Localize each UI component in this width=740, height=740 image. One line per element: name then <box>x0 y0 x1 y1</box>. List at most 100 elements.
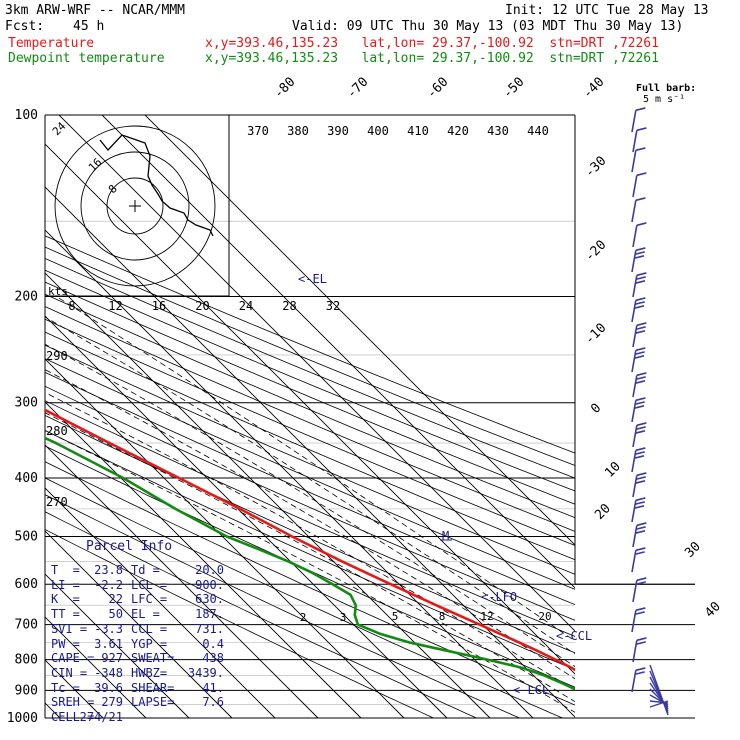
barb-flag <box>635 497 646 502</box>
barb-flag <box>635 607 646 612</box>
dry-adiabat <box>45 246 575 466</box>
barb-flag <box>635 276 646 281</box>
potential-temperature-label: 270 <box>46 495 68 509</box>
barb-flag <box>636 222 647 227</box>
forecast-label: Fcst: <box>5 19 45 34</box>
theta-label: 430 <box>487 124 509 138</box>
dry-adiabat <box>45 269 575 492</box>
dry-adiabat <box>45 385 575 621</box>
mixing-ratio-label: 3 <box>340 611 347 624</box>
barb-staff <box>631 110 637 133</box>
barb-flag <box>636 637 647 642</box>
barb-flag <box>635 397 646 402</box>
isotherm-label: -80 <box>271 75 298 102</box>
isotherm <box>45 487 276 719</box>
wind-barb <box>632 222 647 248</box>
wind-barb <box>631 447 646 473</box>
isotherm-label: -40 <box>580 75 607 102</box>
barb-flag <box>634 455 645 459</box>
pressure-label-300: 300 <box>15 396 38 411</box>
mixing-ratio-label: 2 <box>300 611 307 624</box>
parcel-info-cell: 187. <box>195 607 224 622</box>
isotherm-label: -30 <box>582 154 609 181</box>
speed-axis-label: 16 <box>152 299 166 313</box>
barb-flag <box>634 501 645 506</box>
dry-adiabat <box>45 293 575 519</box>
wind-barb <box>632 322 647 348</box>
barb-flag <box>634 355 645 359</box>
parcel-info-cell: 731. <box>195 621 224 636</box>
wind-barb <box>632 172 647 198</box>
hodograph-ring <box>54 125 216 287</box>
parcel-info-cell: 927 <box>101 651 123 666</box>
parcel-info-cell: 279 <box>101 695 123 710</box>
potential-temperature-label: 290 <box>46 349 68 363</box>
wind-barb <box>631 297 646 323</box>
parcel-info-cell: CAPE = <box>51 651 95 666</box>
barb-staff <box>632 130 638 153</box>
wind-barbs <box>631 107 669 716</box>
hodograph-ring <box>80 151 190 261</box>
pressure-label-900: 900 <box>15 683 38 698</box>
barb-flag <box>635 530 646 534</box>
parcel-info-cell: -2.2 <box>94 577 123 592</box>
isotherm <box>58 115 575 632</box>
parcel-info-cell: 39.6 <box>94 680 123 695</box>
mixing-ratio-label: 8 <box>439 610 446 623</box>
barb-legend-title: Full barb: <box>636 83 697 94</box>
barb-flag <box>635 430 646 434</box>
barb-flag <box>635 641 646 646</box>
pressure-label-500: 500 <box>15 529 38 544</box>
model-title: 3km ARW-WRF -- NCAR/MMM <box>5 3 186 18</box>
sounding-series <box>45 408 575 691</box>
temperature-legend: Temperature <box>8 36 95 51</box>
wind-barb <box>631 197 646 223</box>
potential-temperature-label: 280 <box>46 424 68 438</box>
dry-adiabat <box>45 400 575 637</box>
barb-flag <box>635 667 646 672</box>
isotherm-label: 20 <box>592 501 614 523</box>
pressure-label-400: 400 <box>15 471 38 486</box>
dewpoint-legend: Dewpoint temperature <box>8 51 165 66</box>
isotherm-label: -20 <box>582 238 609 265</box>
temperature-location: x,y=393.46,135.23 lat,lon= 29.37,-100.92… <box>205 36 659 51</box>
parcel-info-cell: -3.3 <box>94 621 123 636</box>
wind-barb <box>631 547 646 573</box>
wind-barb <box>632 372 647 398</box>
dry-adiabat <box>45 430 575 671</box>
speed-axis-label: 32 <box>326 299 340 313</box>
isotherm-label: 10 <box>602 459 624 481</box>
isotherm-label: -70 <box>344 75 371 102</box>
parcel-info-cell: 22 <box>108 592 123 607</box>
isotherm <box>45 229 534 719</box>
background-lines <box>45 220 575 705</box>
dry-adiabat <box>45 358 575 590</box>
parcel-annotation: <-LFO <box>481 590 517 604</box>
moist-adiabat <box>56 296 575 642</box>
wind-barb <box>631 347 646 373</box>
wind-barb <box>631 147 646 173</box>
wind-barb <box>631 107 646 133</box>
parcel-annotation: <-EL <box>298 272 327 286</box>
speed-axis-label: 24 <box>239 299 253 313</box>
wind-barb <box>631 397 646 423</box>
dry-adiabat <box>45 494 520 719</box>
wind-barb <box>632 127 647 153</box>
wind-barb <box>631 247 646 273</box>
dry-adiabat <box>45 235 575 454</box>
dry-adiabat <box>45 331 575 561</box>
parcel-info-cell: 438 <box>202 651 224 666</box>
parcel-info-cell: -348 <box>94 665 123 680</box>
isotherm <box>45 573 190 719</box>
parcel-info-cell: 41. <box>202 680 224 695</box>
dry-adiabat <box>45 281 575 505</box>
theta-label: 420 <box>447 124 469 138</box>
parcel-info-cell: TT = <box>51 607 80 622</box>
speed-axis-label: 20 <box>195 299 209 313</box>
mixing-ratio-label: 5 <box>392 610 399 623</box>
isotherm <box>144 115 575 546</box>
hodograph-ring <box>106 177 164 235</box>
parcel-info-cell: K = <box>51 592 80 607</box>
dry-adiabat <box>45 258 575 479</box>
